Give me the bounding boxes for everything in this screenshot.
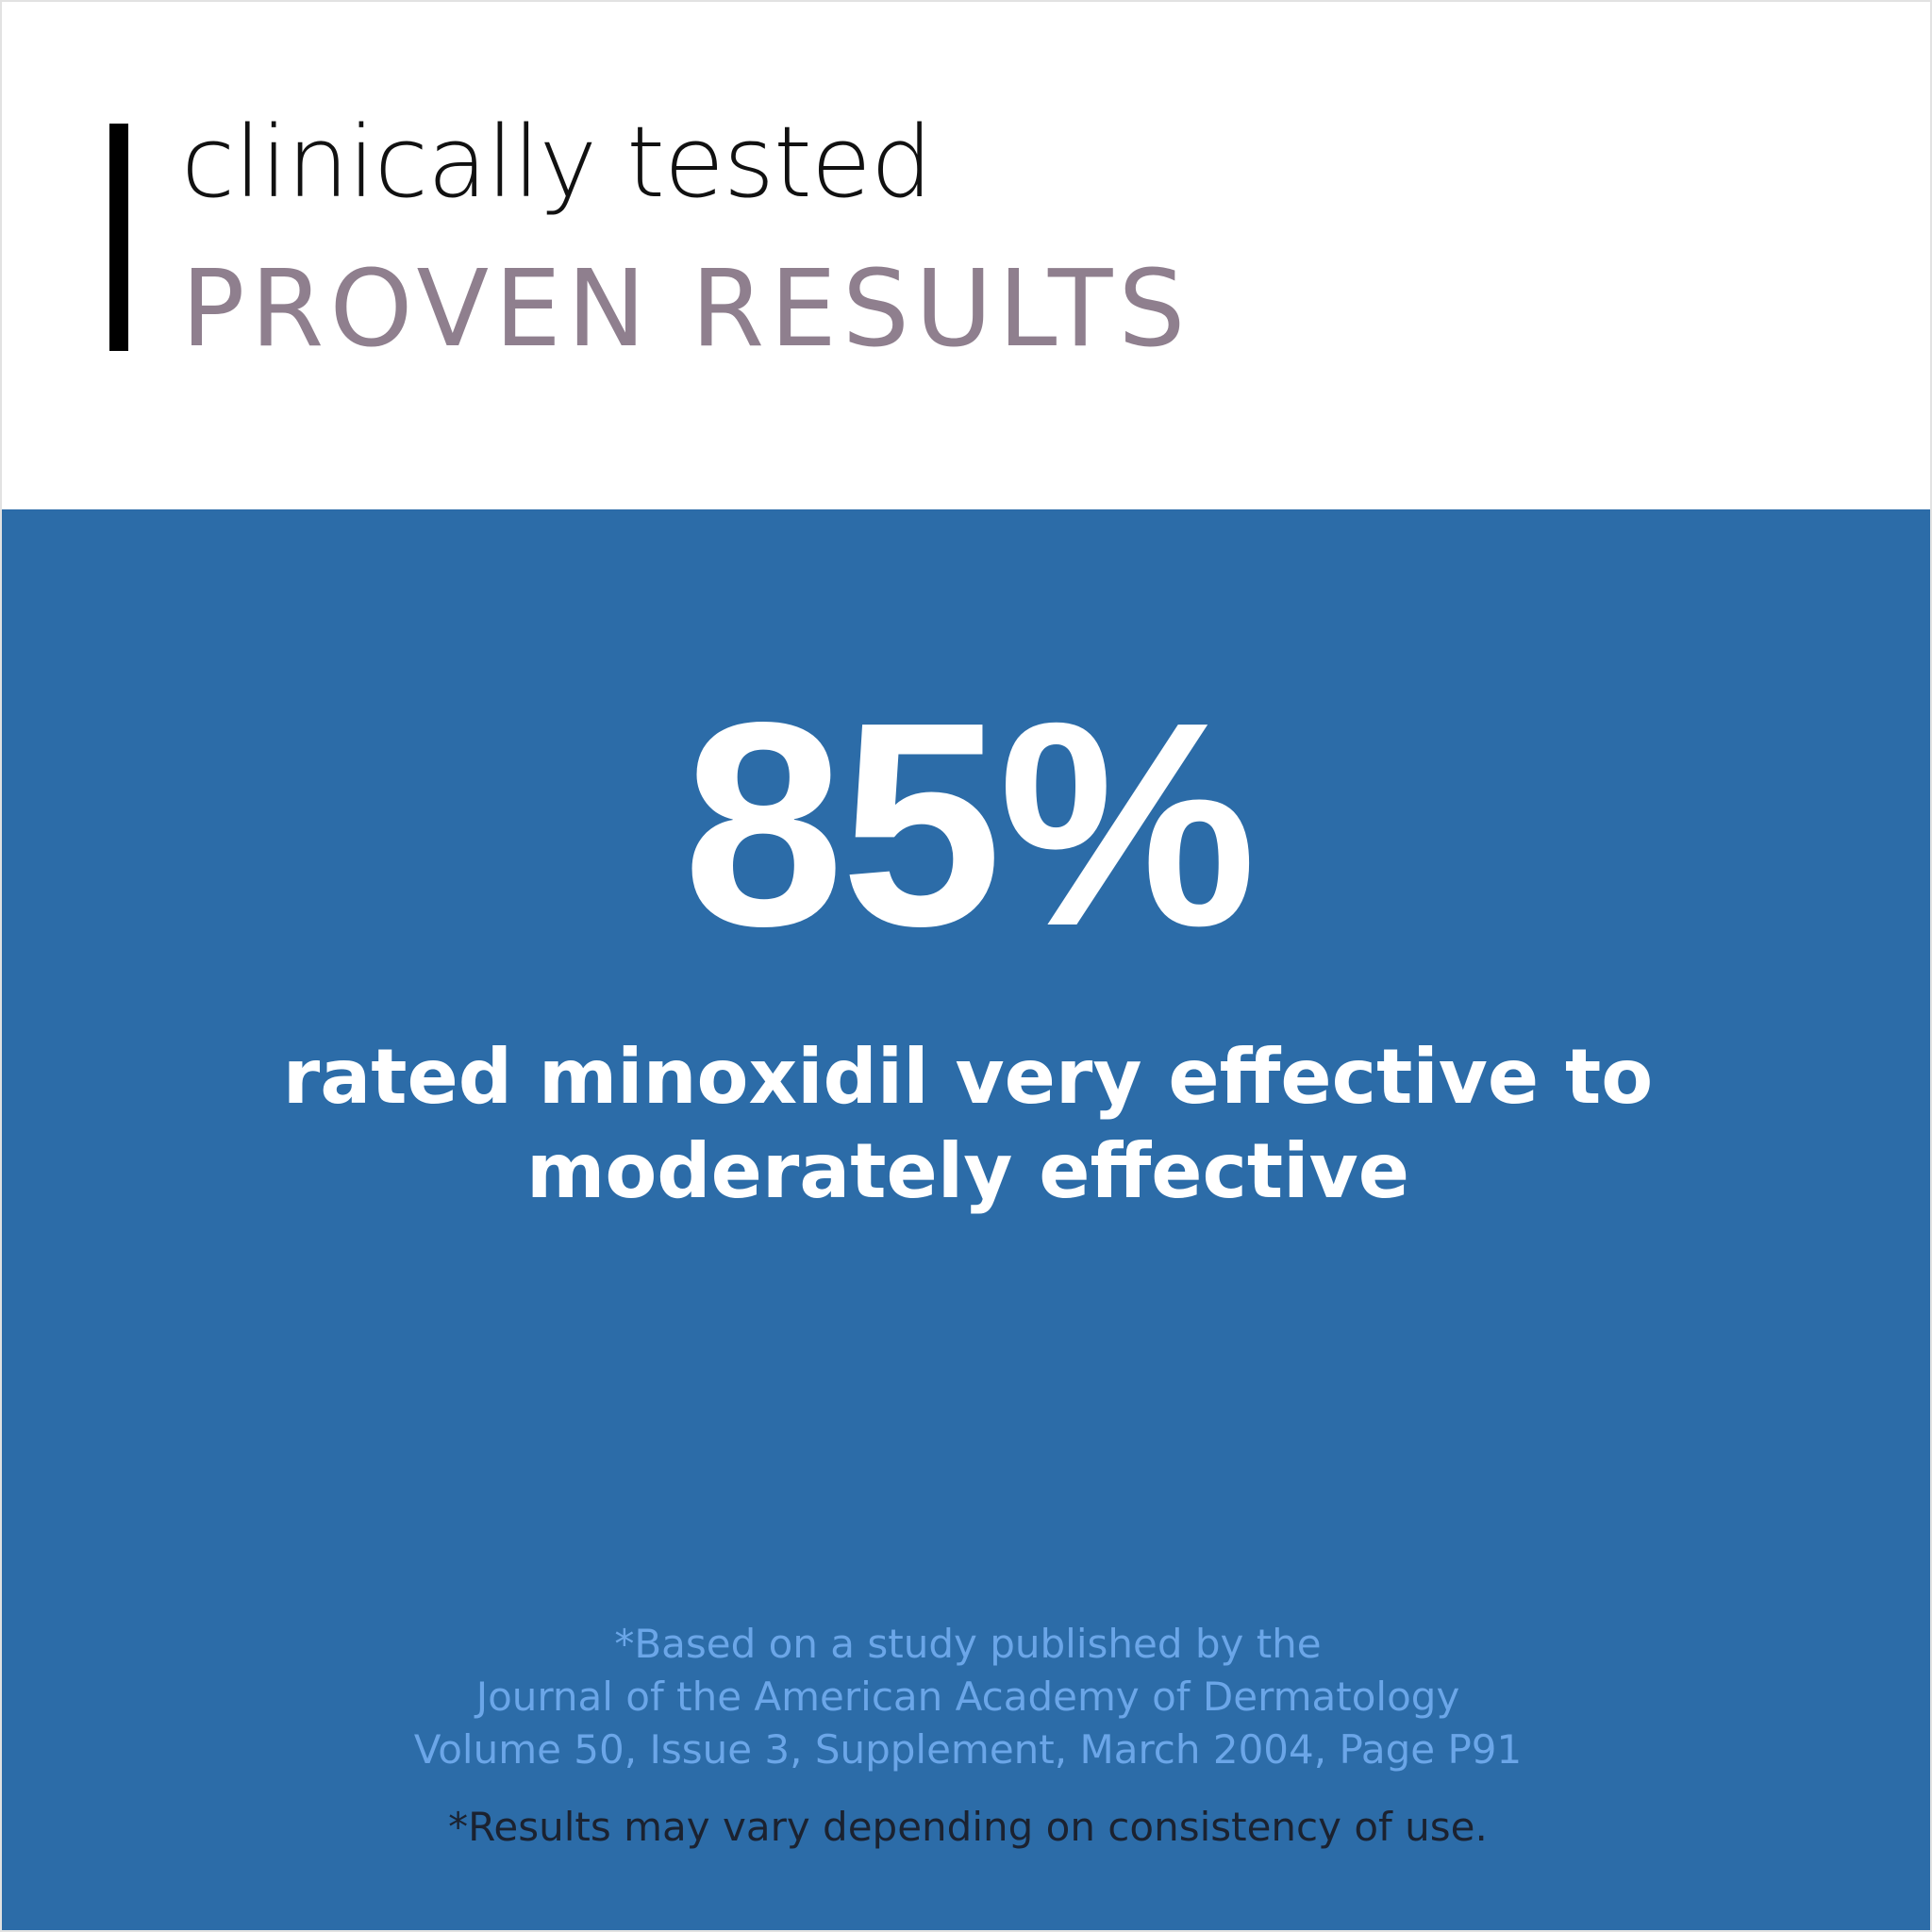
headline: PROVEN RESULTS <box>181 248 1191 371</box>
stat-value: 85% <box>682 662 1257 987</box>
stat-caption: rated minoxidil very effective to modera… <box>191 1030 1745 1219</box>
citation-line-1: *Based on a study published by the <box>614 1621 1322 1667</box>
eyebrow-text: clinically tested <box>181 105 933 220</box>
stat-caption-line-2: moderately effective <box>525 1127 1409 1215</box>
stat-caption-line-1: rated minoxidil very effective to <box>282 1033 1654 1121</box>
citation-line-3: Volume 50, Issue 3, Supplement, March 20… <box>413 1726 1523 1773</box>
disclaimer: *Results may vary depending on consisten… <box>448 1804 1488 1850</box>
citation: *Based on a study published by the Journ… <box>191 1618 1745 1776</box>
citation-line-2: Journal of the American Academy of Derma… <box>475 1674 1460 1720</box>
header-section: clinically tested PROVEN RESULTS <box>2 2 1930 509</box>
stat-panel: 85% rated minoxidil very effective to mo… <box>2 509 1930 1930</box>
accent-bar <box>109 124 128 351</box>
